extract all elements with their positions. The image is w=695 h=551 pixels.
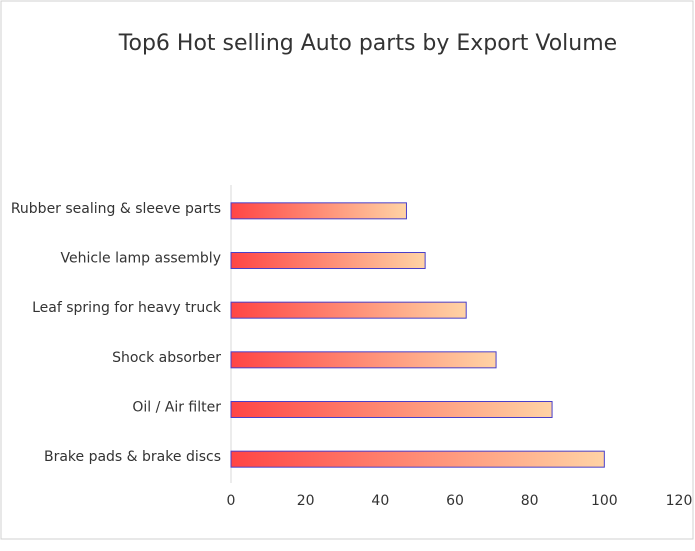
y-tick-label: Shock absorber	[112, 350, 221, 366]
y-tick-label: Brake pads & brake discs	[44, 449, 221, 465]
chart-frame	[0, 0, 694, 540]
x-tick-label: 20	[297, 493, 315, 509]
y-tick-label: Vehicle lamp assembly	[61, 251, 221, 267]
chart-title: Top6 Hot selling Auto parts by Export Vo…	[118, 31, 617, 56]
bar	[230, 301, 467, 319]
bar	[230, 351, 497, 369]
bar	[230, 401, 553, 418]
bar	[230, 202, 407, 220]
y-tick-label: Rubber sealing & sleeve parts	[11, 201, 221, 217]
bar	[230, 450, 605, 468]
y-tick-label: Leaf spring for heavy truck	[32, 300, 222, 316]
x-tick-label: 40	[371, 493, 389, 509]
x-tick-label: 0	[227, 493, 236, 509]
y-tick-label: Oil / Air filter	[132, 400, 221, 416]
x-tick-label: 100	[591, 493, 618, 509]
x-tick-label: 120	[666, 493, 693, 509]
x-tick-label: 60	[446, 493, 464, 509]
x-tick-label: 80	[521, 493, 539, 509]
bar	[230, 252, 426, 269]
